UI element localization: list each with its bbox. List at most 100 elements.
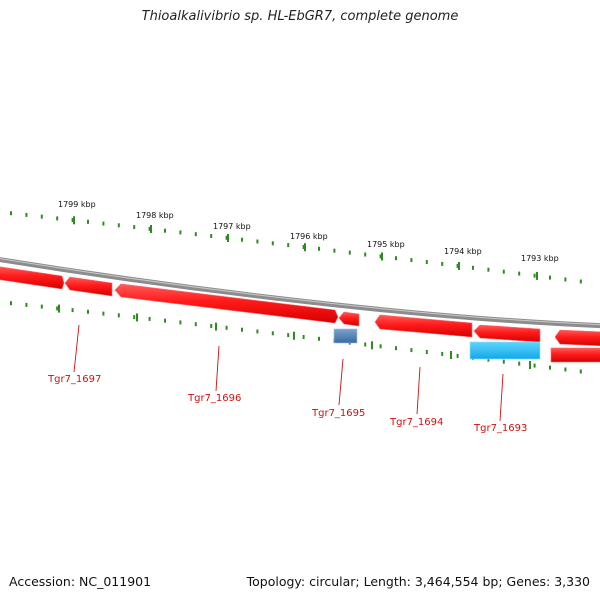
genome-summary-text: Topology: circular; Length: 3,464,554 bp… [246,574,590,589]
lower-scale-minor-tick [579,369,582,374]
upper-scale-minor-tick [502,269,505,274]
gene-arrow[interactable] [374,314,473,338]
lower-scale-major-tick [215,322,217,331]
upper-scale-minor-tick [364,252,367,257]
scale-label-1798: 1798 kbp [136,211,174,220]
upper-scale-minor-tick [256,239,259,244]
upper-scale-minor-tick [164,228,166,233]
lower-scale-minor-tick [395,346,397,351]
lower-scale-minor-tick [40,304,43,309]
upper-scale-minor-tick [348,250,351,255]
upper-scale-major-tick [381,252,383,261]
upper-scale-minor-tick [271,241,274,246]
upper-scale-minor-tick [56,216,59,221]
gene-arrow[interactable] [0,266,65,290]
gene-arrow[interactable] [338,311,360,327]
gene-arrow[interactable] [473,324,541,343]
upper-scale-minor-tick [410,258,413,263]
upper-scale-minor-tick [379,254,382,259]
gene-block[interactable] [550,347,600,363]
upper-scale-minor-tick [225,235,228,240]
lower-scale-minor-tick [87,309,89,314]
upper-scale-minor-tick [117,223,120,228]
lower-scale-major-tick [529,361,531,369]
upper-scale-minor-tick [518,271,521,276]
lower-scale-minor-tick [194,322,197,327]
upper-scale-minor-tick [579,279,582,284]
lower-scale-major-tick [293,331,295,340]
lower-scale-major-tick [371,341,373,350]
upper-scale-ticks [10,211,582,284]
upper-scale-minor-tick [564,277,567,282]
upper-scale-minor-tick [241,237,243,242]
genome-backbone [0,257,600,329]
lower-scale-ticks [10,301,582,374]
lower-scale-major-tick [450,351,452,359]
lower-scale-major-tick [58,304,60,313]
upper-scale-major-tick [227,234,229,242]
lower-scale-minor-tick [148,316,151,321]
lower-scale-minor-tick [287,333,290,338]
lower-scale-minor-tick [117,313,120,318]
gene-label-leader [73,324,80,373]
lower-scale-minor-tick [179,320,182,325]
upper-scale-minor-tick [456,263,459,268]
rna-feature-dark[interactable] [333,328,358,344]
gene-arrow[interactable] [554,329,600,347]
gene-label-tgr7-1693[interactable]: Tgr7_1693 [473,423,527,434]
upper-scale-major-tick [458,262,460,270]
gene-label-leader [416,366,421,415]
gene-label-tgr7-1694[interactable]: Tgr7_1694 [389,417,443,428]
gene-label-tgr7-1696[interactable]: Tgr7_1696 [187,393,241,404]
upper-scale-minor-tick [302,245,305,249]
upper-scale-minor-tick [25,212,28,217]
upper-scale-minor-tick [318,246,320,251]
upper-scale-minor-tick [549,275,551,280]
upper-scale-minor-tick [472,265,474,270]
upper-scale-minor-tick [425,260,428,264]
accession-text: Accession: NC_011901 [9,574,152,589]
lower-scale-minor-tick [379,344,382,349]
lower-scale-minor-tick [549,365,551,370]
lower-scale-minor-tick [518,361,521,366]
lower-scale-minor-tick [502,359,505,364]
lower-scale-minor-tick [133,315,136,320]
gene-arrow[interactable] [64,276,113,297]
upper-scale-major-tick [304,243,306,252]
upper-scale-minor-tick [179,230,182,235]
lower-scale-minor-tick [318,336,320,341]
scale-label-1794: 1794 kbp [444,247,482,256]
upper-scale-minor-tick [487,267,490,272]
gene-label-leader [499,373,504,422]
lower-scale-minor-tick [210,324,213,328]
upper-scale-minor-tick [71,218,74,223]
lower-scale-minor-tick [71,308,74,313]
lower-scale-minor-tick [241,327,243,332]
lower-scale-minor-tick [10,301,12,306]
gene-label-tgr7-1697[interactable]: Tgr7_1697 [47,374,101,385]
rna-feature-light[interactable] [469,341,541,360]
upper-scale-minor-tick [441,261,444,266]
scale-label-1797: 1797 kbp [213,222,251,231]
gene-arrow[interactable] [114,283,339,324]
lower-scale-minor-tick [302,335,305,339]
upper-scale-major-tick [536,271,538,280]
lower-scale-minor-tick [533,363,536,368]
lower-scale-major-tick [136,313,138,322]
lower-scale-minor-tick [410,348,413,353]
scale-label-1793: 1793 kbp [521,254,559,263]
upper-scale-minor-tick [40,214,43,219]
upper-scale-minor-tick [133,225,136,230]
gene-label-tgr7-1695[interactable]: Tgr7_1695 [311,408,365,419]
lower-scale-minor-tick [456,353,459,358]
lower-scale-minor-tick [487,357,490,362]
lower-scale-minor-tick [364,342,367,347]
upper-scale-minor-tick [87,219,89,224]
upper-scale-major-tick [150,225,152,233]
upper-scale-minor-tick [395,256,397,261]
lower-scale-minor-tick [164,318,166,323]
genome-backbone-highlight [0,258,600,326]
scale-label-1799: 1799 kbp [58,200,96,209]
upper-scale-minor-tick [148,226,151,231]
